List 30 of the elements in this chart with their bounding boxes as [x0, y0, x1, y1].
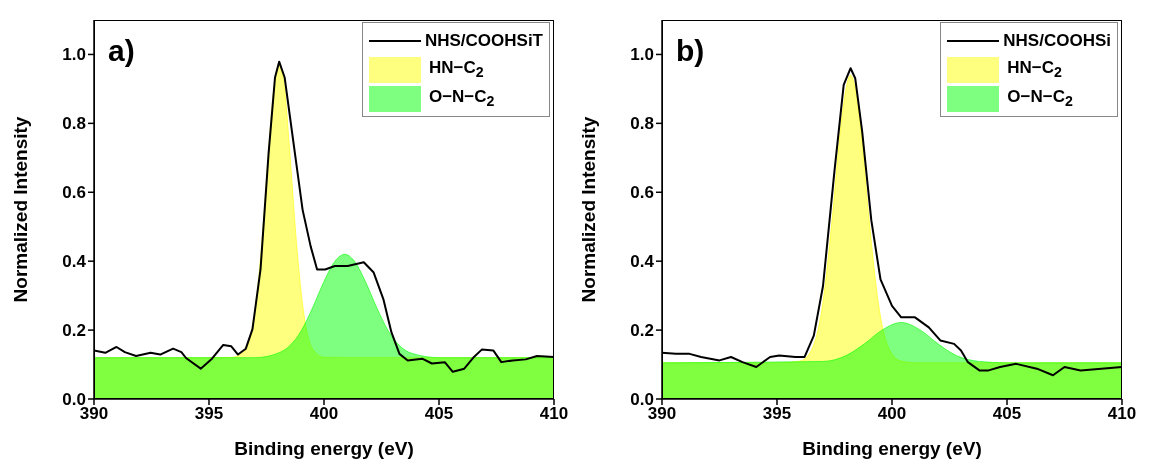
y-tick-label: 0.2: [630, 321, 654, 341]
x-tick-label: 405: [992, 404, 1022, 424]
legend-label: HN−C$_{2}$: [1007, 58, 1062, 81]
legend-label: NHS/COOHSiT: [424, 30, 543, 51]
y-axis-title: Normalized Intensity: [9, 116, 31, 303]
x-axis-title: Binding energy (eV): [234, 438, 414, 459]
legend-label: O−N−C$_{2}$: [428, 87, 495, 110]
legend-label: O−N−C$_{2}$: [1007, 87, 1073, 110]
y-tick-label: 1.0: [62, 45, 86, 65]
x-tick-label: 395: [762, 404, 792, 424]
y-tick-label: 0.8: [630, 114, 654, 134]
y-tick-label: 0.6: [630, 183, 654, 203]
x-tick-label: 400: [877, 404, 907, 424]
y-tick-label: 0.4: [630, 252, 655, 272]
x-tick-label: 400: [309, 404, 339, 424]
legend-label: NHS/COOHSi: [1003, 30, 1111, 51]
y-tick-label: 0.6: [62, 183, 86, 203]
x-tick-label: 395: [194, 404, 224, 424]
y-tick-label: 0.8: [62, 114, 86, 134]
x-tick-label: 405: [424, 404, 454, 424]
y-tick-label: 0.2: [62, 321, 86, 341]
x-tick-label: 410: [539, 404, 569, 424]
y-tick-label: 0.4: [62, 252, 87, 272]
text: b): [676, 34, 705, 68]
y-tick-label: 1.0: [630, 45, 654, 65]
x-tick-label: 410: [1107, 404, 1137, 424]
y-axis-title: Normalized Intensity: [577, 116, 599, 303]
text: a): [108, 34, 135, 68]
x-axis-title: Binding energy (eV): [802, 438, 982, 459]
legend-label: HN−C$_{2}$: [428, 58, 484, 81]
